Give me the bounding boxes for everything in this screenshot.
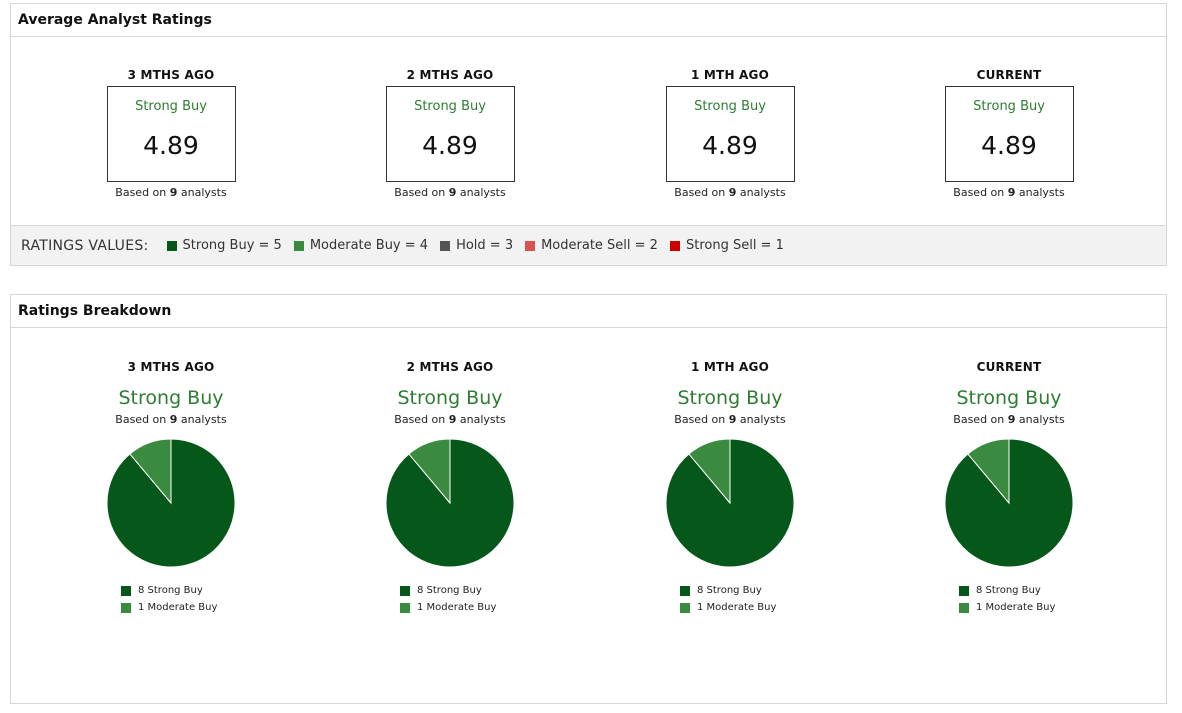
breakdown-column: 3 MTHS AGO Strong Buy Based on 9 analyst… xyxy=(51,360,291,616)
ratings-values-bar: RATINGS VALUES: Strong Buy = 5 Moderate … xyxy=(11,225,1166,265)
moderate-buy-swatch xyxy=(400,602,410,613)
moderate-buy-swatch xyxy=(121,602,131,613)
pie-legend: 8 Strong Buy 1 Moderate Buy xyxy=(670,582,790,616)
panel-title: Ratings Breakdown xyxy=(11,295,1166,328)
legend-item: 8 Strong Buy xyxy=(680,582,790,599)
period-heading: 1 MTH AGO xyxy=(690,360,769,374)
average-ratings-panel: Average Analyst Ratings 3 MTHS AGO Stron… xyxy=(10,3,1167,266)
period-heading: CURRENT xyxy=(976,68,1042,82)
strong-buy-swatch xyxy=(400,585,410,596)
rating-box: Strong Buy 4.89 xyxy=(665,86,795,182)
legend-item: 1 Moderate Buy xyxy=(400,599,510,616)
pie-slice-moderate-buy xyxy=(408,438,451,505)
rating-value-key: Moderate Sell = 2 xyxy=(525,238,658,253)
period-heading: 3 MTHS AGO xyxy=(127,360,215,374)
rating-value-key: Strong Sell = 1 xyxy=(669,238,784,253)
strong-buy-swatch xyxy=(121,585,131,596)
pie-slice-moderate-buy xyxy=(129,438,172,505)
moderate-sell-swatch xyxy=(525,240,536,251)
moderate-buy-swatch xyxy=(293,240,304,251)
legend-item: 8 Strong Buy xyxy=(959,582,1069,599)
analyst-count: Based on 9 analysts xyxy=(674,413,786,426)
legend-item: 8 Strong Buy xyxy=(121,582,231,599)
legend-item: 1 Moderate Buy xyxy=(959,599,1069,616)
ratings-pie-chart xyxy=(385,438,515,568)
moderate-buy-swatch xyxy=(680,602,690,613)
breakdown-column: CURRENT Strong Buy Based on 9 analysts 8… xyxy=(889,360,1129,616)
ratings-pie-chart xyxy=(665,438,795,568)
analyst-count: Based on 9 analysts xyxy=(115,413,227,426)
period-heading: CURRENT xyxy=(976,360,1042,374)
ratings-values-title: RATINGS VALUES: xyxy=(21,237,149,254)
pie-legend: 8 Strong Buy 1 Moderate Buy xyxy=(949,582,1069,616)
consensus-rating: Strong Buy xyxy=(397,387,503,409)
analyst-count: Based on 9 analysts xyxy=(115,186,227,199)
avg-column: 1 MTH AGO Strong Buy 4.89 Based on 9 ana… xyxy=(610,68,850,199)
consensus-rating: Strong Buy xyxy=(956,387,1062,409)
pie-legend: 8 Strong Buy 1 Moderate Buy xyxy=(111,582,231,616)
rating-value: 4.89 xyxy=(981,131,1037,160)
rating-label: Strong Buy xyxy=(135,99,207,114)
pie-slice-moderate-buy xyxy=(967,438,1010,505)
strong-sell-swatch xyxy=(669,240,680,251)
rating-value: 4.89 xyxy=(422,131,478,160)
analyst-count: Based on 9 analysts xyxy=(394,413,506,426)
avg-column: 3 MTHS AGO Strong Buy 4.89 Based on 9 an… xyxy=(51,68,291,199)
hold-swatch xyxy=(440,240,451,251)
period-heading: 2 MTHS AGO xyxy=(406,360,494,374)
rating-value: 4.89 xyxy=(143,131,199,160)
analyst-count: Based on 9 analysts xyxy=(394,186,506,199)
ratings-pie-chart xyxy=(944,438,1074,568)
rating-value-key: Moderate Buy = 4 xyxy=(293,238,428,253)
period-heading: 3 MTHS AGO xyxy=(127,68,215,82)
rating-label: Strong Buy xyxy=(694,99,766,114)
panel-title: Average Analyst Ratings xyxy=(11,4,1166,37)
breakdown-column: 1 MTH AGO Strong Buy Based on 9 analysts… xyxy=(610,360,850,616)
moderate-buy-swatch xyxy=(959,602,969,613)
legend-item: 1 Moderate Buy xyxy=(680,599,790,616)
rating-box: Strong Buy 4.89 xyxy=(944,86,1074,182)
analyst-count: Based on 9 analysts xyxy=(953,413,1065,426)
legend-item: 8 Strong Buy xyxy=(400,582,510,599)
rating-value-key: Strong Buy = 5 xyxy=(166,238,282,253)
period-heading: 1 MTH AGO xyxy=(690,68,769,82)
consensus-rating: Strong Buy xyxy=(118,387,224,409)
analyst-count: Based on 9 analysts xyxy=(953,186,1065,199)
avg-column: 2 MTHS AGO Strong Buy 4.89 Based on 9 an… xyxy=(330,68,570,199)
rating-value: 4.89 xyxy=(702,131,758,160)
ratings-pie-chart xyxy=(106,438,236,568)
ratings-breakdown-panel: Ratings Breakdown 3 MTHS AGO Strong Buy … xyxy=(10,294,1167,704)
pie-legend: 8 Strong Buy 1 Moderate Buy xyxy=(390,582,510,616)
strong-buy-swatch xyxy=(680,585,690,596)
rating-label: Strong Buy xyxy=(973,99,1045,114)
avg-column: CURRENT Strong Buy 4.89 Based on 9 analy… xyxy=(889,68,1129,199)
strong-buy-swatch xyxy=(166,240,177,251)
pie-slice-moderate-buy xyxy=(688,438,731,505)
legend-item: 1 Moderate Buy xyxy=(121,599,231,616)
rating-value-key: Hold = 3 xyxy=(440,238,513,253)
rating-box: Strong Buy 4.89 xyxy=(106,86,236,182)
rating-box: Strong Buy 4.89 xyxy=(385,86,515,182)
analyst-count: Based on 9 analysts xyxy=(674,186,786,199)
consensus-rating: Strong Buy xyxy=(677,387,783,409)
period-heading: 2 MTHS AGO xyxy=(406,68,494,82)
breakdown-column: 2 MTHS AGO Strong Buy Based on 9 analyst… xyxy=(330,360,570,616)
strong-buy-swatch xyxy=(959,585,969,596)
rating-label: Strong Buy xyxy=(414,99,486,114)
